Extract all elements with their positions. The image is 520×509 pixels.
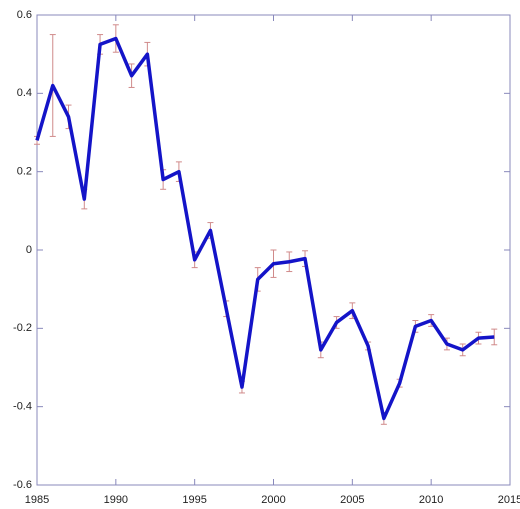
y-tick-label: -0.4 <box>13 401 32 413</box>
y-tick-label: -0.6 <box>13 479 32 491</box>
x-tick-label: 2015 <box>498 494 520 506</box>
x-tick-label: 1995 <box>182 494 206 506</box>
y-tick-label: 0.2 <box>17 166 32 178</box>
x-tick-label: 2010 <box>419 494 443 506</box>
y-tick-label: 0 <box>26 244 32 256</box>
y-tick-label: -0.2 <box>13 322 32 334</box>
x-tick-label: 1990 <box>104 494 128 506</box>
x-tick-label: 2000 <box>261 494 285 506</box>
y-tick-label: 0.4 <box>17 87 32 99</box>
x-tick-label: 1985 <box>25 494 49 506</box>
y-tick-label: 0.6 <box>17 9 32 21</box>
x-tick-label: 2005 <box>340 494 364 506</box>
line <box>35 36 495 421</box>
